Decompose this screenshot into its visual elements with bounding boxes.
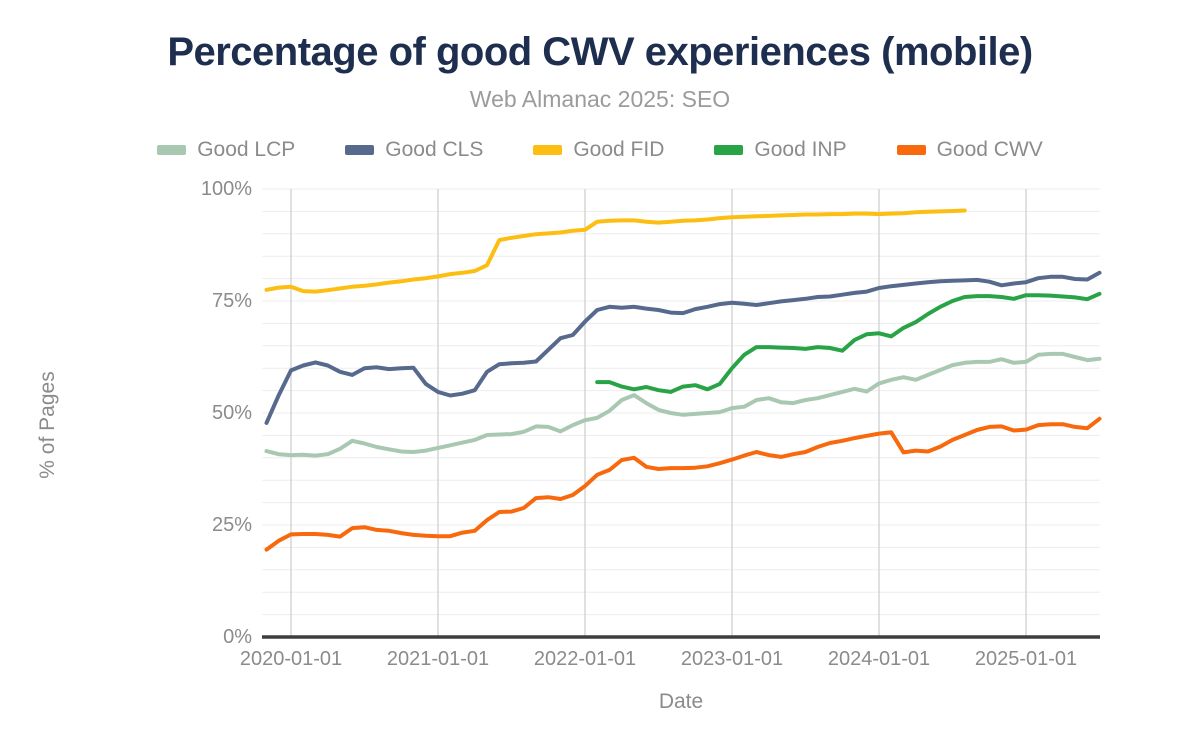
legend: Good LCP Good CLS Good FID Good INP Good CWV: [0, 138, 1200, 162]
legend-item-good-cwv: Good CWV: [896, 138, 1043, 162]
chart-subtitle: Web Almanac 2025: SEO: [469, 86, 731, 112]
series-line-good-cls: [264, 270, 1102, 425]
legend-swatch-icon: [345, 145, 375, 155]
series-line-good-cwv: [264, 416, 1102, 552]
x-tick-label-2021-01-01: 2021-01-01: [386, 648, 490, 670]
legend-swatch-icon: [896, 145, 926, 155]
x-axis-title: Date: [658, 690, 704, 713]
x-tick-label-2025-01-01: 2025-01-01: [974, 648, 1078, 670]
legend-item-good-cls: Good CLS: [345, 138, 483, 162]
x-tick-label-2020-01-01: 2020-01-01: [239, 648, 343, 670]
x-tick-label-2022-01-01: 2022-01-01: [533, 648, 637, 670]
x-tick-label-2024-01-01: 2024-01-01: [827, 648, 931, 670]
chart-title: Percentage of good CWV experiences (mobi…: [167, 30, 1033, 74]
x-tick-label-2023-01-01: 2023-01-01: [680, 648, 784, 670]
y-tick-label-100: 100%: [200, 178, 252, 200]
y-tick-label-0: 0%: [223, 626, 252, 648]
legend-label: Good CLS: [385, 138, 484, 161]
series-line-good-inp: [595, 291, 1102, 394]
legend-label: Good FID: [573, 138, 665, 161]
series-line-good-fid: [264, 208, 967, 294]
y-axis-title: % of Pages: [36, 371, 59, 479]
y-tick-label-25: 25%: [211, 514, 252, 536]
y-tick-label-50: 50%: [211, 402, 252, 424]
legend-swatch-icon: [157, 145, 187, 155]
legend-label: Good CWV: [936, 138, 1043, 161]
legend-label: Good LCP: [197, 138, 296, 161]
legend-swatch-icon: [714, 145, 744, 155]
legend-item-good-fid: Good FID: [533, 138, 664, 162]
series-line-good-lcp: [264, 351, 1102, 458]
y-tick-label-75: 75%: [211, 290, 252, 312]
legend-item-good-lcp: Good LCP: [157, 138, 295, 162]
legend-swatch-icon: [533, 145, 563, 155]
legend-item-good-inp: Good INP: [714, 138, 847, 162]
legend-label: Good INP: [754, 138, 847, 161]
